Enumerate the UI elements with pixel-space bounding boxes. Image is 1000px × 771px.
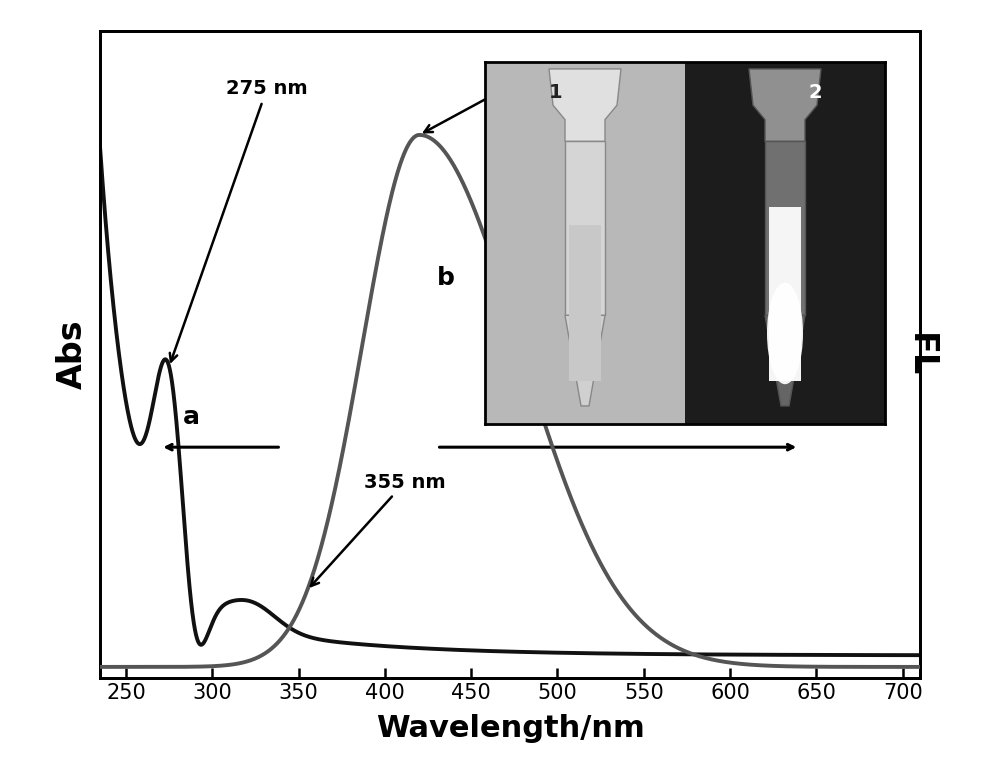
Polygon shape [765, 315, 805, 406]
Text: 1: 1 [549, 83, 563, 102]
X-axis label: Wavelength/nm: Wavelength/nm [376, 715, 644, 743]
Text: 355 nm: 355 nm [311, 473, 446, 586]
Bar [685, 62, 885, 424]
Bar [765, 141, 805, 315]
Text: 2: 2 [809, 83, 823, 102]
Y-axis label: FL: FL [904, 332, 937, 377]
Text: 275 nm: 275 nm [170, 79, 308, 362]
Text: 420 nm: 420 nm [424, 68, 566, 133]
Ellipse shape [767, 283, 803, 384]
Polygon shape [749, 69, 821, 141]
Y-axis label: Abs: Abs [56, 320, 89, 389]
Polygon shape [769, 207, 801, 381]
Text: a: a [183, 405, 200, 429]
Text: b: b [437, 266, 455, 290]
Polygon shape [569, 225, 601, 381]
Polygon shape [565, 315, 605, 406]
Bar [565, 141, 605, 315]
Bar [485, 62, 685, 424]
Polygon shape [549, 69, 621, 141]
